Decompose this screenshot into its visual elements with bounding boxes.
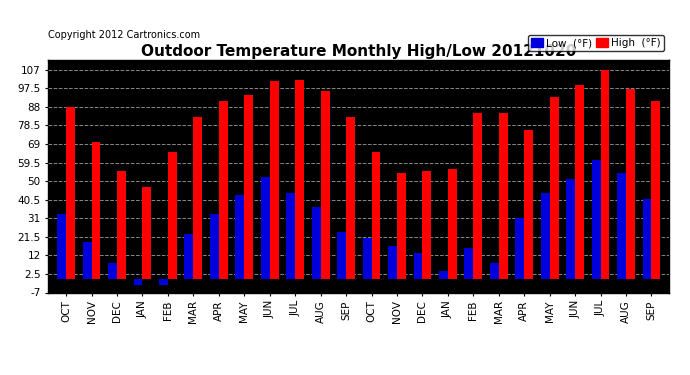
Bar [626, 89, 635, 279]
Bar [346, 117, 355, 279]
Bar [83, 242, 92, 279]
Bar [600, 70, 609, 279]
Bar [651, 101, 660, 279]
Title: Outdoor Temperature Monthly High/Low 20121020: Outdoor Temperature Monthly High/Low 201… [141, 44, 576, 59]
Bar [448, 170, 457, 279]
Bar [337, 232, 346, 279]
Bar [159, 279, 168, 285]
Bar [515, 218, 524, 279]
Bar [66, 107, 75, 279]
Bar [219, 101, 228, 279]
Bar [168, 152, 177, 279]
Bar [550, 97, 559, 279]
Bar [92, 142, 101, 279]
Bar [184, 234, 193, 279]
Bar [321, 91, 330, 279]
Bar [464, 248, 473, 279]
Bar [142, 187, 151, 279]
Bar [566, 179, 575, 279]
Bar [363, 238, 371, 279]
Bar [134, 279, 142, 285]
Bar [210, 214, 219, 279]
Bar [286, 193, 295, 279]
Bar [295, 80, 304, 279]
Bar [371, 152, 380, 279]
Bar [57, 214, 66, 279]
Bar [261, 177, 270, 279]
Bar [244, 95, 253, 279]
Legend: Low  (°F), High  (°F): Low (°F), High (°F) [528, 35, 664, 51]
Bar [591, 160, 600, 279]
Bar [499, 113, 508, 279]
Bar [524, 130, 533, 279]
Bar [117, 171, 126, 279]
Bar [397, 173, 406, 279]
Bar [642, 199, 651, 279]
Bar [108, 263, 117, 279]
Bar [235, 195, 244, 279]
Bar [422, 171, 431, 279]
Bar [193, 117, 202, 279]
Bar [439, 271, 448, 279]
Bar [575, 86, 584, 279]
Bar [541, 193, 550, 279]
Bar [617, 173, 626, 279]
Bar [490, 263, 499, 279]
Text: Copyright 2012 Cartronics.com: Copyright 2012 Cartronics.com [48, 30, 200, 40]
Bar [413, 254, 422, 279]
Bar [473, 113, 482, 279]
Bar [312, 207, 321, 279]
Bar [270, 81, 279, 279]
Bar [388, 246, 397, 279]
